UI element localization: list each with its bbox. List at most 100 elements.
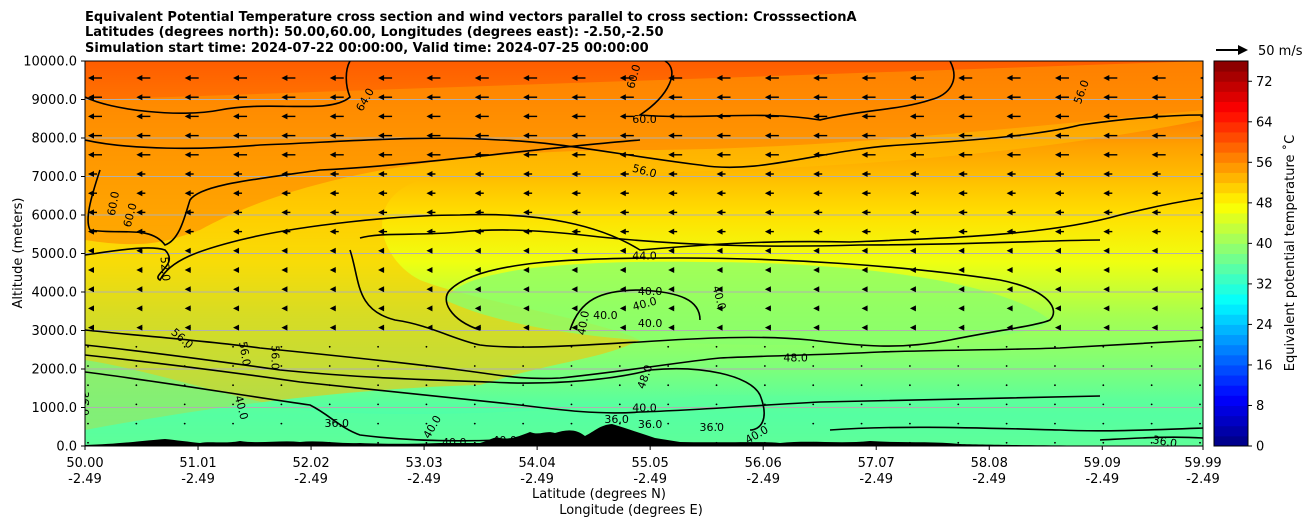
wind-vector bbox=[88, 132, 102, 139]
colorbar-swatch bbox=[1214, 101, 1248, 113]
wind-vector bbox=[667, 365, 670, 367]
wind-vector bbox=[281, 151, 296, 158]
wind-vector bbox=[619, 209, 629, 216]
quiver-key: 50 m/s bbox=[1216, 44, 1303, 59]
wind-vector bbox=[329, 94, 344, 101]
wind-vector bbox=[1150, 384, 1153, 387]
colorbar-swatch bbox=[1214, 223, 1248, 234]
colorbar-swatch bbox=[1214, 182, 1248, 194]
wind-vector bbox=[474, 209, 484, 216]
wind-vector bbox=[184, 209, 194, 216]
colorbar-swatch bbox=[1214, 61, 1248, 72]
wind-vector bbox=[958, 324, 965, 331]
wind-vector bbox=[570, 403, 573, 406]
colorbar-label: Equivalent potential temperature ˚C bbox=[1282, 135, 1298, 371]
wind-vector bbox=[280, 422, 283, 425]
colorbar-swatch bbox=[1214, 152, 1248, 163]
wind-vector bbox=[958, 171, 968, 177]
wind-vector bbox=[135, 345, 138, 348]
wind-vector bbox=[523, 305, 530, 312]
wind-vector bbox=[378, 286, 385, 293]
colorbar-swatch bbox=[1214, 395, 1248, 406]
wind-vector bbox=[1103, 171, 1113, 177]
wind-vector bbox=[473, 345, 476, 348]
wind-vector bbox=[716, 305, 723, 312]
wind-vector bbox=[136, 209, 146, 216]
wind-vector bbox=[88, 267, 94, 273]
contour-40-right bbox=[829, 426, 1203, 432]
wind-vector bbox=[88, 286, 94, 293]
wind-vector bbox=[281, 228, 291, 235]
wind-vector bbox=[377, 384, 379, 387]
wind-vector bbox=[281, 209, 291, 216]
wind-vector bbox=[1200, 95, 1203, 99]
wind-vector bbox=[957, 403, 960, 406]
wind-vector bbox=[233, 151, 248, 158]
wind-vector bbox=[474, 305, 481, 312]
wind-vector bbox=[764, 209, 774, 216]
wind-vector bbox=[474, 132, 489, 139]
contour-label: 36.0 bbox=[638, 418, 663, 431]
wind-vector bbox=[860, 345, 863, 348]
wind-vector bbox=[1103, 267, 1110, 273]
wind-vector bbox=[1005, 384, 1008, 387]
wind-vector bbox=[136, 324, 143, 331]
chart-title-line-3: Simulation start time: 2024-07-22 00:00:… bbox=[85, 41, 649, 56]
wind-vector bbox=[136, 247, 143, 254]
wind-vector bbox=[716, 94, 731, 101]
wind-vector bbox=[1199, 441, 1201, 444]
quiver-key-label: 50 m/s bbox=[1258, 44, 1303, 59]
terrain-silhouette bbox=[85, 424, 1203, 446]
contour-60-top bbox=[637, 61, 955, 121]
wind-vector bbox=[668, 171, 678, 177]
wind-vector bbox=[377, 422, 379, 425]
wind-vector bbox=[619, 305, 626, 312]
wind-vector bbox=[813, 247, 820, 254]
colorbar-swatch bbox=[1214, 324, 1248, 336]
x-tick-label-lat: 58.08 bbox=[971, 456, 1008, 471]
colorbar-swatch bbox=[1214, 304, 1248, 315]
wind-vector bbox=[1103, 324, 1110, 331]
wind-vector bbox=[136, 286, 143, 293]
colorbar-swatch bbox=[1214, 172, 1248, 184]
wind-vector bbox=[619, 94, 634, 101]
wind-vector bbox=[523, 286, 530, 293]
wind-vector bbox=[280, 345, 283, 348]
colorbar-swatch bbox=[1214, 131, 1248, 143]
wind-vector bbox=[88, 75, 102, 81]
wind-vector bbox=[619, 190, 629, 197]
wind-vector bbox=[619, 324, 626, 331]
wind-vector bbox=[957, 422, 960, 425]
colorbar-swatch bbox=[1214, 142, 1248, 153]
wind-vector bbox=[1150, 441, 1153, 444]
wind-vector bbox=[668, 113, 683, 120]
wind-vector bbox=[1200, 287, 1203, 291]
wind-vector bbox=[426, 324, 433, 331]
colorbar-tick-label: 40 bbox=[1256, 237, 1273, 252]
wind-vector bbox=[812, 365, 815, 367]
wind-vector bbox=[861, 286, 868, 293]
wind-vector bbox=[378, 94, 393, 101]
wind-vector bbox=[1054, 403, 1056, 406]
wind-vector bbox=[619, 171, 629, 177]
wind-vector bbox=[1200, 153, 1203, 157]
wind-vector bbox=[861, 75, 876, 81]
wind-vector bbox=[184, 305, 191, 312]
wind-vector bbox=[135, 403, 138, 406]
wind-vector bbox=[474, 113, 489, 120]
wind-vector bbox=[957, 441, 960, 444]
wind-vector bbox=[233, 324, 240, 331]
wind-vector bbox=[763, 422, 766, 425]
colorbar-swatch bbox=[1214, 71, 1248, 82]
wind-vector bbox=[764, 267, 771, 273]
theta-cool-core bbox=[445, 261, 1050, 345]
wind-vector bbox=[909, 151, 924, 158]
wind-vector bbox=[233, 286, 240, 293]
wind-vector bbox=[860, 384, 863, 387]
x-tick-label-lon: -2.49 bbox=[181, 472, 215, 487]
wind-vector bbox=[668, 228, 678, 235]
wind-vector bbox=[619, 286, 626, 293]
contour-52 bbox=[85, 197, 1203, 282]
wind-vector bbox=[233, 132, 248, 139]
colorbar-swatch bbox=[1214, 354, 1248, 366]
